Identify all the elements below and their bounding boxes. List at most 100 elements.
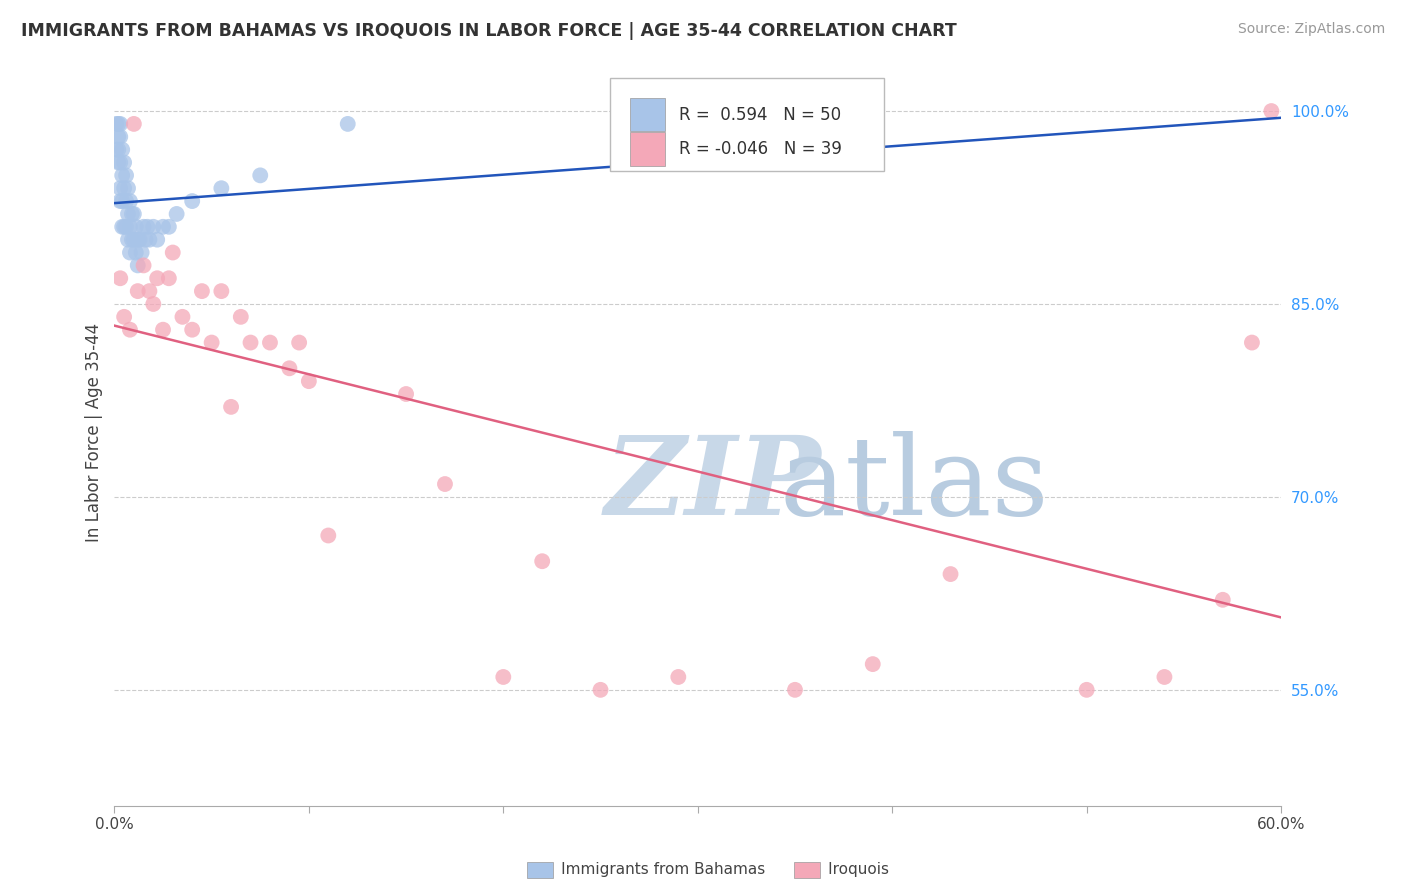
Point	[288, 335, 311, 350]
FancyBboxPatch shape	[630, 98, 665, 131]
Point	[136, 219, 159, 234]
Point	[127, 259, 149, 273]
Point	[146, 233, 169, 247]
Point	[118, 219, 141, 234]
Point	[125, 245, 148, 260]
Point	[105, 143, 128, 157]
Point	[259, 335, 281, 350]
Point	[433, 477, 456, 491]
Point	[209, 284, 232, 298]
Text: IMMIGRANTS FROM BAHAMAS VS IROQUOIS IN LABOR FORCE | AGE 35-44 CORRELATION CHART: IMMIGRANTS FROM BAHAMAS VS IROQUOIS IN L…	[21, 22, 957, 40]
Point	[135, 233, 157, 247]
Point	[162, 245, 184, 260]
Point	[142, 219, 165, 234]
Point	[492, 670, 515, 684]
Point	[219, 400, 242, 414]
Point	[117, 181, 139, 195]
Text: ZIP: ZIP	[605, 431, 821, 539]
Point	[111, 219, 134, 234]
Point	[122, 207, 145, 221]
Y-axis label: In Labor Force | Age 35-44: In Labor Force | Age 35-44	[86, 323, 103, 542]
Point	[395, 387, 418, 401]
Point	[1153, 670, 1175, 684]
Point	[115, 194, 138, 208]
Point	[298, 374, 321, 388]
Point	[152, 219, 174, 234]
Point	[111, 194, 134, 208]
Text: Immigrants from Bahamas: Immigrants from Bahamas	[527, 863, 765, 877]
Point	[112, 219, 135, 234]
Point	[107, 129, 129, 144]
Point	[209, 181, 232, 195]
Point	[589, 682, 612, 697]
Point	[152, 323, 174, 337]
Point	[118, 245, 141, 260]
Point	[531, 554, 554, 568]
Point	[112, 310, 135, 324]
Point	[122, 233, 145, 247]
Point	[939, 567, 962, 582]
Point	[157, 219, 180, 234]
Point	[110, 129, 132, 144]
Point	[118, 323, 141, 337]
Point	[127, 233, 149, 247]
FancyBboxPatch shape	[630, 132, 665, 166]
Point	[112, 181, 135, 195]
Text: R =  0.594   N = 50: R = 0.594 N = 50	[679, 105, 841, 124]
Point	[1076, 682, 1098, 697]
Point	[118, 194, 141, 208]
Point	[229, 310, 252, 324]
Point	[172, 310, 194, 324]
Point	[115, 169, 138, 183]
Point	[121, 207, 143, 221]
Point	[125, 219, 148, 234]
Point	[181, 323, 204, 337]
Point	[117, 233, 139, 247]
Point	[110, 117, 132, 131]
Point	[1212, 592, 1234, 607]
Point	[110, 271, 132, 285]
Point	[157, 271, 180, 285]
Point	[336, 117, 359, 131]
Point	[107, 143, 129, 157]
FancyBboxPatch shape	[610, 78, 884, 171]
Point	[127, 284, 149, 298]
Point	[783, 682, 806, 697]
Point	[138, 284, 160, 298]
Point	[111, 169, 134, 183]
Point	[1240, 335, 1263, 350]
Point	[107, 155, 129, 169]
Point	[166, 207, 188, 221]
Point	[110, 155, 132, 169]
Point	[112, 155, 135, 169]
Point	[105, 117, 128, 131]
Point	[132, 219, 155, 234]
Point	[111, 143, 134, 157]
Text: Iroquois: Iroquois	[794, 863, 890, 877]
Point	[115, 219, 138, 234]
Point	[142, 297, 165, 311]
Point	[138, 233, 160, 247]
Point	[318, 528, 340, 542]
Point	[128, 233, 150, 247]
Point	[110, 194, 132, 208]
Point	[122, 117, 145, 131]
Point	[131, 245, 153, 260]
Point	[239, 335, 262, 350]
Point	[110, 181, 132, 195]
Text: Source: ZipAtlas.com: Source: ZipAtlas.com	[1237, 22, 1385, 37]
Point	[1260, 103, 1282, 118]
Point	[132, 259, 155, 273]
Text: R = -0.046   N = 39: R = -0.046 N = 39	[679, 140, 842, 158]
Point	[107, 117, 129, 131]
Point	[249, 169, 271, 183]
Point	[862, 657, 884, 672]
Text: atlas: atlas	[779, 432, 1049, 538]
Point	[201, 335, 224, 350]
Point	[121, 233, 143, 247]
Point	[666, 670, 689, 684]
Point	[278, 361, 301, 376]
Point	[191, 284, 214, 298]
Point	[117, 207, 139, 221]
Point	[181, 194, 204, 208]
